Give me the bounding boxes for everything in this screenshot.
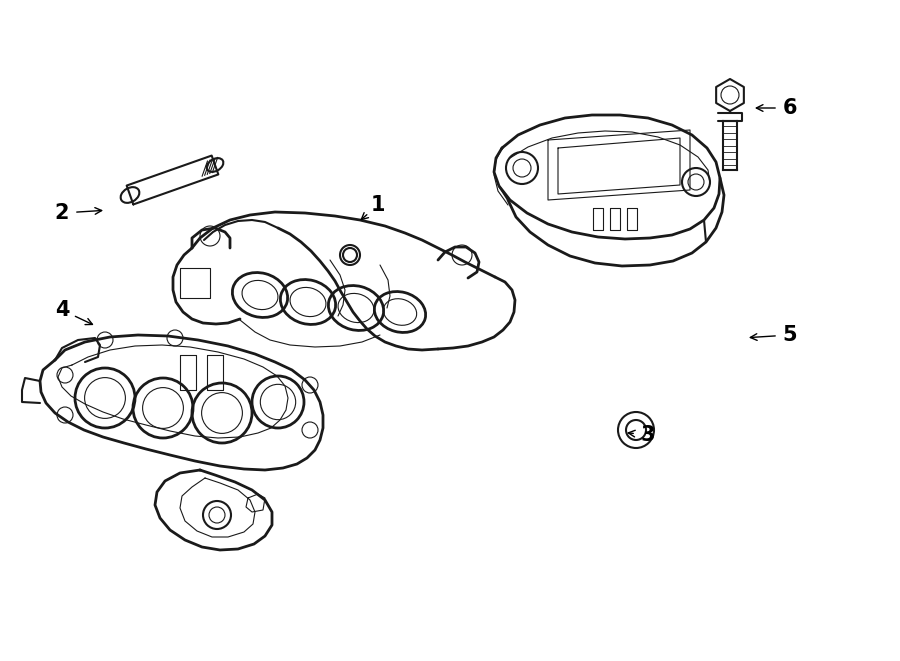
Text: 5: 5 [783, 325, 797, 345]
Text: 6: 6 [783, 98, 797, 118]
Text: 4: 4 [55, 300, 69, 320]
Text: 1: 1 [371, 195, 385, 215]
Circle shape [340, 245, 360, 265]
Text: 2: 2 [55, 203, 69, 223]
Text: 3: 3 [641, 425, 655, 445]
